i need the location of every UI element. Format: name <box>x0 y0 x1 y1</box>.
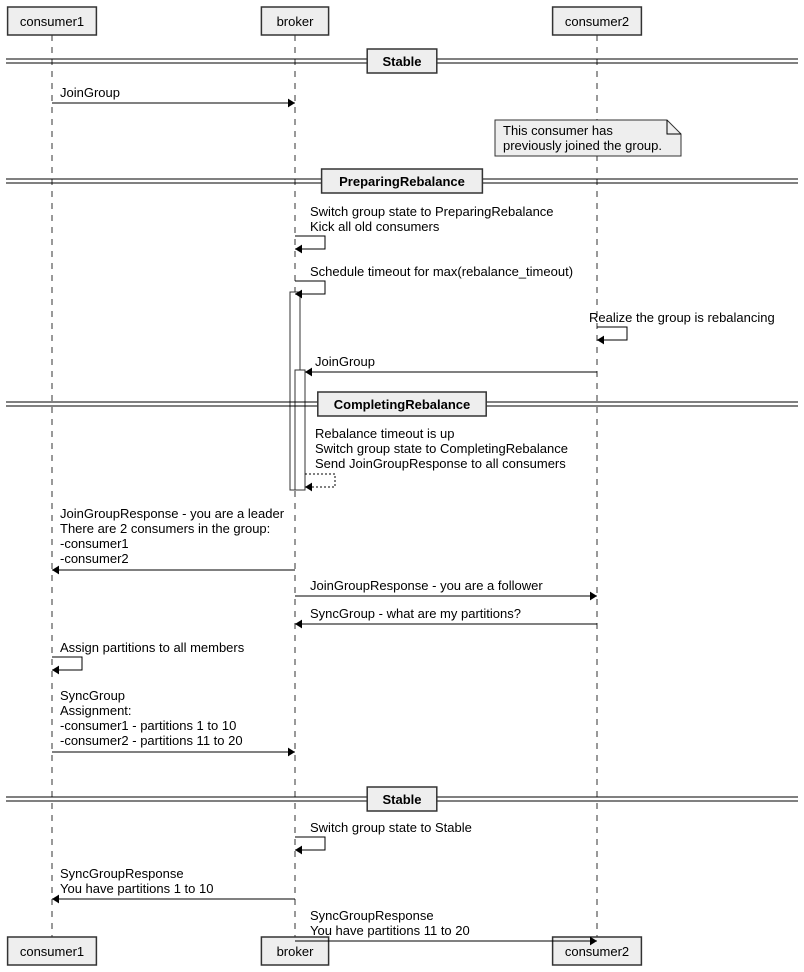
svg-text:consumer2: consumer2 <box>565 14 629 29</box>
svg-text:consumer1: consumer1 <box>20 944 84 959</box>
svg-text:Switch group state to Stable: Switch group state to Stable <box>310 820 472 835</box>
svg-text:consumer1: consumer1 <box>20 14 84 29</box>
svg-text:-consumer2 - partitions 11 to: -consumer2 - partitions 11 to 20 <box>60 733 243 748</box>
svg-text:-consumer1: -consumer1 <box>60 536 129 551</box>
svg-text:Rebalance timeout is up: Rebalance timeout is up <box>315 426 454 441</box>
svg-text:consumer2: consumer2 <box>565 944 629 959</box>
sequence-diagram: consumer1 consumer1 broker broker consumer2 c… <box>0 0 804 972</box>
svg-text:broker: broker <box>277 14 315 29</box>
svg-text:Assignment:: Assignment: <box>60 703 132 718</box>
svg-text:JoinGroup: JoinGroup <box>315 354 375 369</box>
svg-text:Switch group state to Preparin: Switch group state to PreparingRebalance <box>310 204 554 219</box>
svg-text:PreparingRebalance: PreparingRebalance <box>339 174 465 189</box>
svg-text:Assign partitions to all membe: Assign partitions to all members <box>60 640 245 655</box>
svg-text:-consumer1 - partitions 1 to 1: -consumer1 - partitions 1 to 10 <box>60 718 236 733</box>
svg-text:Switch group state to Completi: Switch group state to CompletingRebalanc… <box>315 441 568 456</box>
svg-text:Stable: Stable <box>382 792 421 807</box>
svg-text:Kick all old consumers: Kick all old consumers <box>310 219 440 234</box>
svg-text:SyncGroupResponse: SyncGroupResponse <box>60 866 184 881</box>
activation-broker-inner <box>295 370 305 490</box>
svg-text:JoinGroup: JoinGroup <box>60 85 120 100</box>
svg-text:JoinGroupResponse - you are a: JoinGroupResponse - you are a leader <box>60 506 285 521</box>
svg-text:SyncGroup - what are my partit: SyncGroup - what are my partitions? <box>310 606 521 621</box>
svg-text:SyncGroup: SyncGroup <box>60 688 125 703</box>
svg-text:You have partitions 11 to 20: You have partitions 11 to 20 <box>310 923 470 938</box>
svg-text:SyncGroupResponse: SyncGroupResponse <box>310 908 434 923</box>
svg-text:Send JoinGroupResponse to all: Send JoinGroupResponse to all consumers <box>315 456 566 471</box>
svg-text:broker: broker <box>277 944 315 959</box>
svg-text:Schedule timeout for max(rebal: Schedule timeout for max(rebalance_timeo… <box>310 264 573 279</box>
svg-text:You have partitions 1 to 10: You have partitions 1 to 10 <box>60 881 213 896</box>
svg-text:previously joined the group.: previously joined the group. <box>503 138 662 153</box>
svg-text:CompletingRebalance: CompletingRebalance <box>334 397 471 412</box>
svg-text:Stable: Stable <box>382 54 421 69</box>
svg-text:JoinGroupResponse - you are a: JoinGroupResponse - you are a follower <box>310 578 543 593</box>
svg-text:There are 2 consumers in the g: There are 2 consumers in the group: <box>60 521 270 536</box>
svg-text:This consumer has: This consumer has <box>503 123 613 138</box>
svg-text:-consumer2: -consumer2 <box>60 551 129 566</box>
svg-text:Realize the group is rebalanci: Realize the group is rebalancing <box>589 310 775 325</box>
